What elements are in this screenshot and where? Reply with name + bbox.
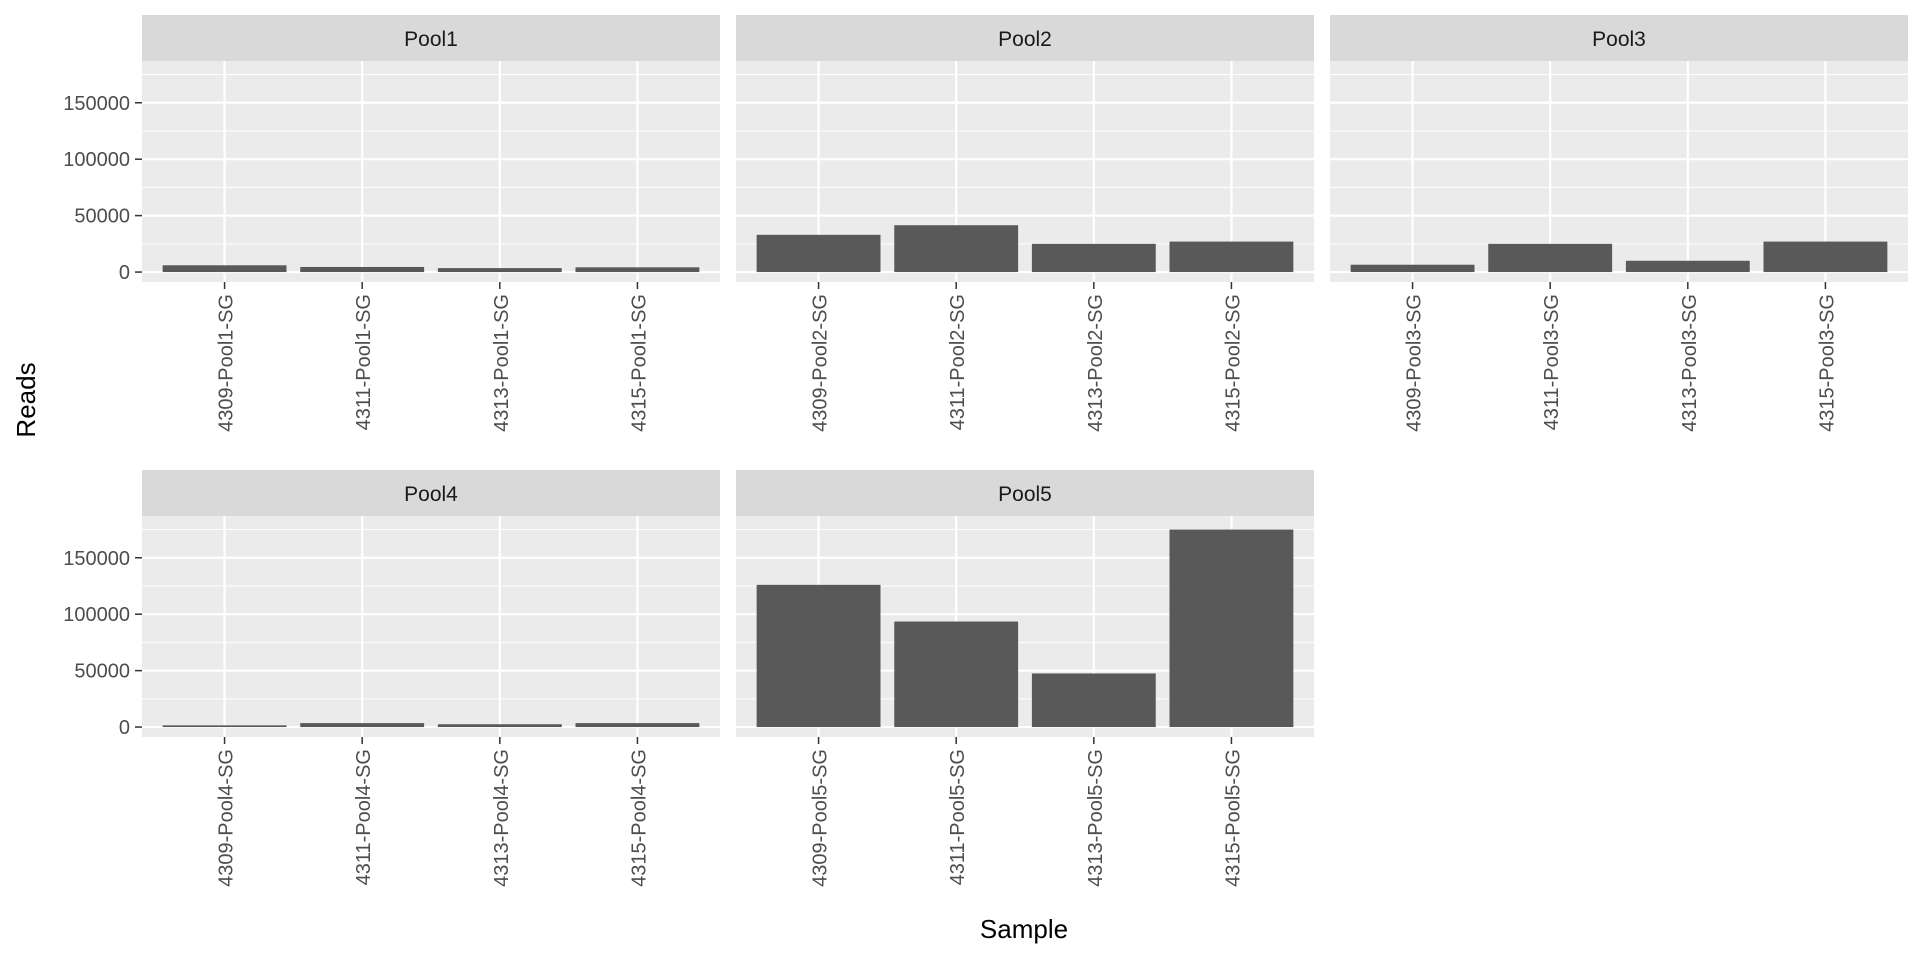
x-tick-label: 4315-Pool2-SG bbox=[1222, 294, 1244, 432]
x-tick-label: 4315-Pool4-SG bbox=[628, 749, 650, 887]
bar bbox=[1031, 673, 1156, 728]
facet-panels: Pool1 4309-Pool1-SG 4311-Pool1-SG 4313-Pool… bbox=[63, 15, 1908, 887]
x-tick-label: 4315-Pool5-SG bbox=[1222, 749, 1244, 887]
x-tick-label: 4313-Pool5-SG bbox=[1085, 749, 1107, 887]
x-tick-label: 4309-Pool1-SG bbox=[216, 294, 238, 432]
bar bbox=[1763, 241, 1888, 273]
x-tick-label: 4313-Pool3-SG bbox=[1679, 294, 1701, 432]
facet-label: Pool3 bbox=[1592, 28, 1646, 51]
y-tick-label: 150000 bbox=[63, 548, 130, 570]
facet-panel: Pool1 4309-Pool1-SG 4311-Pool1-SG 4313-Pool… bbox=[63, 15, 720, 432]
y-tick-label: 100000 bbox=[63, 149, 130, 171]
bar bbox=[162, 265, 287, 273]
x-tick-label: 4311-Pool1-SG bbox=[353, 294, 375, 430]
x-tick-label: 4311-Pool5-SG bbox=[947, 749, 969, 885]
facet-strip bbox=[736, 15, 1314, 61]
y-axis-title: Reads bbox=[11, 362, 41, 437]
facet-panel: Pool2 4309-Pool2-SG 4311-Pool2-SG 4313-Pool… bbox=[736, 15, 1314, 432]
y-tick-label: 50000 bbox=[74, 661, 130, 683]
bar bbox=[300, 266, 425, 273]
bar bbox=[162, 725, 287, 728]
y-tick-label: 0 bbox=[119, 262, 130, 284]
x-axis-title: Sample bbox=[980, 914, 1068, 944]
facet-strip bbox=[142, 15, 720, 61]
x-tick-label: 4311-Pool2-SG bbox=[947, 294, 969, 430]
x-tick-label: 4313-Pool4-SG bbox=[491, 749, 513, 887]
facet-strip bbox=[142, 470, 720, 516]
bar bbox=[575, 723, 700, 728]
facet-strip bbox=[736, 470, 1314, 516]
x-tick-label: 4311-Pool4-SG bbox=[353, 749, 375, 885]
facet-panel: Pool4 4309-Pool4-SG 4311-Pool4-SG 4313-Pool… bbox=[63, 470, 720, 887]
panel-background bbox=[142, 516, 720, 737]
bar bbox=[1169, 529, 1294, 728]
bar bbox=[575, 267, 700, 273]
panel-background bbox=[142, 61, 720, 282]
y-tick-label: 50000 bbox=[74, 206, 130, 228]
bar bbox=[300, 723, 425, 728]
bar bbox=[1350, 264, 1475, 273]
facet-strip bbox=[1330, 15, 1908, 61]
x-tick-label: 4309-Pool5-SG bbox=[810, 749, 832, 887]
x-tick-label: 4309-Pool4-SG bbox=[216, 749, 238, 887]
bar bbox=[1031, 243, 1156, 273]
bar bbox=[756, 584, 881, 728]
x-tick-label: 4313-Pool2-SG bbox=[1085, 294, 1107, 432]
bar bbox=[437, 268, 562, 273]
y-tick-label: 100000 bbox=[63, 604, 130, 626]
facet-label: Pool2 bbox=[998, 28, 1052, 51]
facet-label: Pool4 bbox=[404, 483, 458, 506]
y-tick-label: 150000 bbox=[63, 93, 130, 115]
facet-panel: Pool5 4309-Pool5-SG 4311-Pool5-SG 4313-Pool… bbox=[736, 470, 1314, 887]
bar bbox=[1488, 243, 1613, 273]
x-tick-label: 4309-Pool3-SG bbox=[1404, 294, 1426, 432]
x-tick-label: 4315-Pool3-SG bbox=[1816, 294, 1838, 432]
x-tick-label: 4313-Pool1-SG bbox=[491, 294, 513, 432]
facet-panel: Pool3 4309-Pool3-SG 4311-Pool3-SG 4313-Pool… bbox=[1330, 15, 1908, 432]
bar bbox=[894, 621, 1019, 728]
x-tick-label: 4311-Pool3-SG bbox=[1541, 294, 1563, 430]
x-tick-label: 4315-Pool1-SG bbox=[628, 294, 650, 432]
y-tick-label: 0 bbox=[119, 717, 130, 739]
bar bbox=[1625, 260, 1750, 273]
facet-label: Pool5 bbox=[998, 483, 1052, 506]
x-tick-label: 4309-Pool2-SG bbox=[810, 294, 832, 432]
bar bbox=[756, 234, 881, 273]
bar bbox=[437, 724, 562, 728]
bar bbox=[894, 225, 1019, 273]
facet-label: Pool1 bbox=[404, 28, 458, 51]
bar bbox=[1169, 241, 1294, 273]
